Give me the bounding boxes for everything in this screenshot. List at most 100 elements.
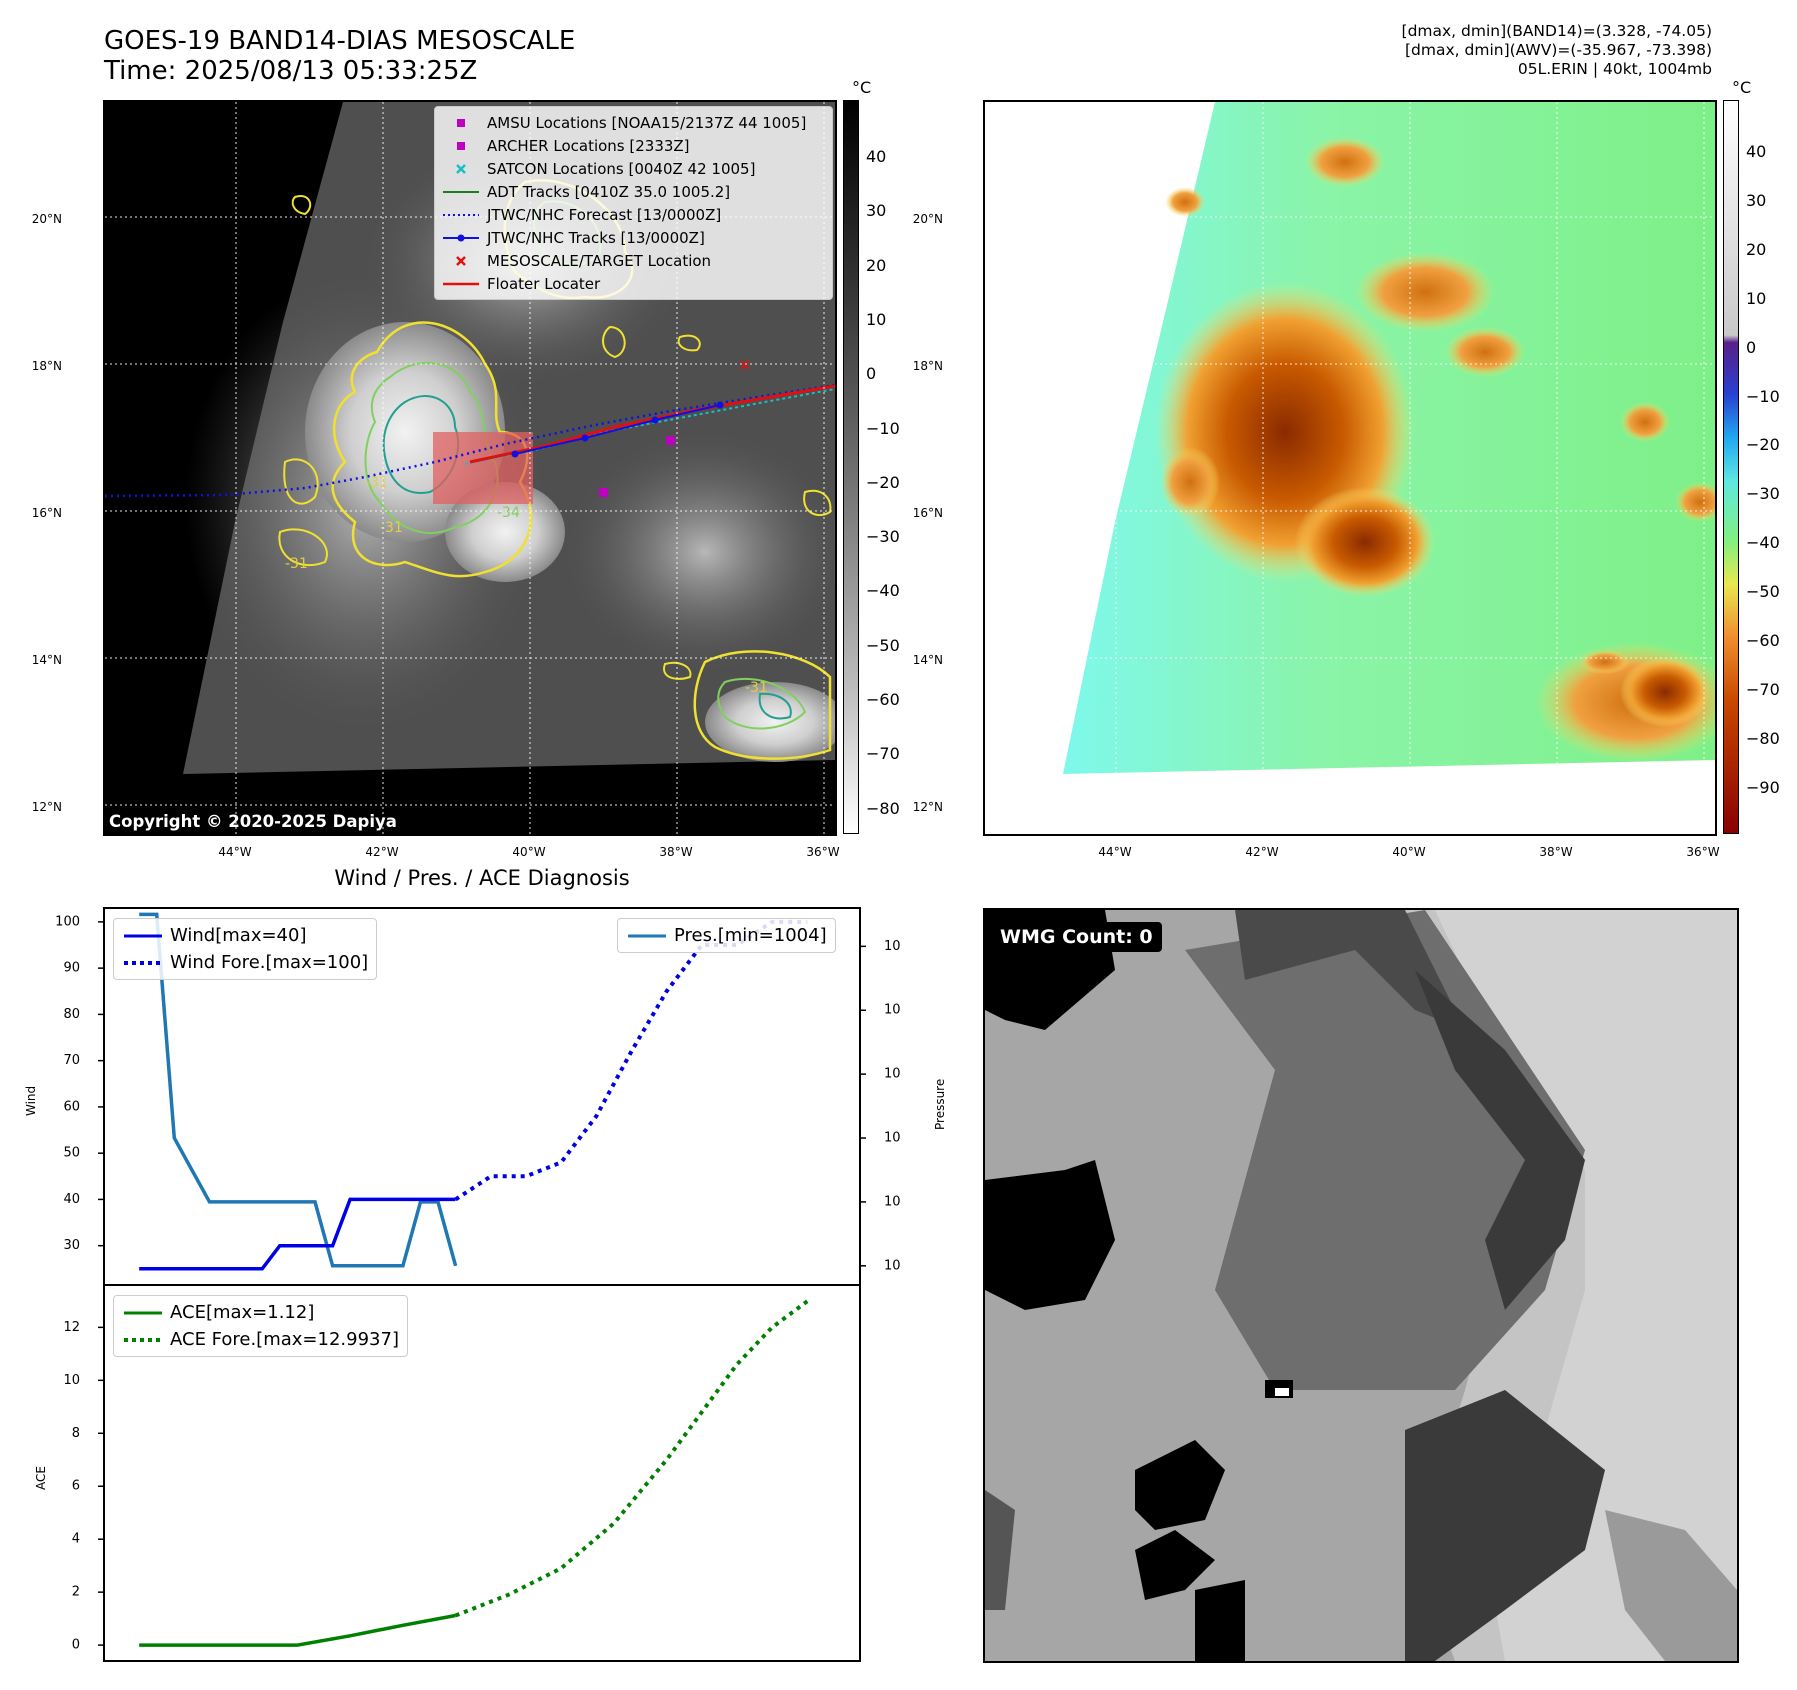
red-x-icon — [456, 255, 466, 266]
ir-colorbar-tick: −70 — [866, 744, 900, 764]
wind-tick-label: 40 — [63, 1192, 80, 1207]
map-lon-label-left: 40°W — [512, 845, 546, 859]
legend-item-wind-forecast: Wind Fore.[max=100] — [120, 949, 368, 976]
info-line-1: [dmax, dmin](BAND14)=(3.328, -74.05) — [1401, 22, 1712, 40]
map-lon-label-right: 36°W — [1686, 845, 1720, 859]
map-lat-label-left: 20°N — [31, 212, 62, 226]
legend-item-jtwc-tracks: JTWC/NHC Tracks [13/0000Z] — [439, 226, 832, 249]
ir-colorbar-tick: 0 — [866, 364, 877, 384]
wind-tick-label: 100 — [55, 914, 80, 929]
awv-colorbar-tick: −70 — [1746, 679, 1780, 699]
blue-dotted-line-icon — [443, 213, 479, 216]
magenta-square-icon — [457, 141, 465, 150]
ace-tick-label: 6 — [72, 1479, 80, 1494]
legend-item-ace: ACE[max=1.12] — [120, 1299, 399, 1326]
figure-title: GOES-19 BAND14-DIAS MESOSCALE Time: 2025… — [104, 26, 575, 86]
awv-colorbar-tick: −60 — [1746, 631, 1780, 650]
blue-line-dot-icon — [443, 234, 479, 241]
legend-item-jtwc-forecast: JTWC/NHC Forecast [13/0000Z] — [439, 203, 832, 226]
legend-item-wind: Wind[max=40] — [120, 922, 368, 949]
title-line-2: Time: 2025/08/13 05:33:25Z — [104, 56, 478, 86]
wind-forecast-line — [454, 919, 808, 1202]
awv-colorbar-tick: 0 — [1746, 337, 1757, 357]
wind-tick-label: 90 — [63, 961, 80, 976]
contour-label: -31 — [365, 475, 388, 491]
intensity-info: [dmax, dmin](BAND14)=(3.328, -74.05) [dm… — [1112, 22, 1712, 79]
copyright-label: Copyright © 2020-2025 Dapiya — [109, 812, 397, 831]
pressure-tick-label: 1008 — [884, 1131, 900, 1146]
contour-label: -31 — [380, 520, 403, 536]
ace-axis-label: ACE — [34, 1466, 48, 1490]
pressure-legend: Pres.[min=1004] — [617, 918, 836, 953]
ir-colorbar-tick: 30 — [866, 201, 887, 221]
ir-colorbar-tick: 20 — [866, 255, 887, 275]
wind-axis-label: Wind — [24, 1085, 38, 1116]
ace-series-line — [139, 1613, 456, 1647]
legend-item-floater: Floater Locater — [439, 272, 832, 295]
pressure-tick-label: 1014 — [884, 939, 900, 954]
awv-map-image — [985, 102, 1715, 834]
ir-colorbar — [843, 100, 859, 834]
map-lat-label-right: 20°N — [912, 212, 943, 226]
ir-colorbar-tick: −50 — [866, 635, 900, 655]
green-dotted-line-icon — [124, 1337, 162, 1342]
map-lat-label-right: 18°N — [912, 359, 943, 373]
legend-item-archer: ARCHER Locations [2333Z] — [439, 134, 832, 157]
wmg-count-label: WMG Count: 0 — [991, 922, 1162, 952]
green-line-icon — [443, 190, 479, 193]
pressure-axis-label: Pressure — [933, 1078, 947, 1130]
ir-colorbar-unit: °C — [852, 78, 872, 97]
blue-dotted-line-icon — [124, 960, 162, 965]
awv-colorbar-tick: 20 — [1746, 239, 1767, 259]
info-line-2: [dmax, dmin](AWV)=(-35.967, -73.398) — [1405, 41, 1712, 59]
map-lon-label-left: 38°W — [659, 845, 693, 859]
ace-legend: ACE[max=1.12] ACE Fore.[max=12.9937] — [113, 1295, 408, 1357]
ir-colorbar-tick: 10 — [866, 309, 887, 329]
ace-tick-label: 4 — [72, 1532, 80, 1547]
awv-colorbar-tick: 10 — [1746, 288, 1767, 308]
ir-colorbar-tick: −20 — [866, 472, 900, 492]
cyan-x-icon — [456, 163, 466, 174]
legend-item-ace-forecast: ACE Fore.[max=12.9937] — [120, 1326, 399, 1353]
wind-legend: Wind[max=40] Wind Fore.[max=100] — [113, 918, 378, 980]
wind-tick-label: 80 — [63, 1007, 80, 1022]
map-lon-label-right: 38°W — [1539, 845, 1573, 859]
wind-tick-label: 60 — [63, 1099, 80, 1114]
awv-colorbar-tick: 30 — [1746, 190, 1767, 210]
contour-label: -31 — [745, 680, 768, 696]
pressure-series-line — [139, 912, 458, 1268]
map-lat-label-left: 18°N — [31, 359, 62, 373]
ace-tick-label: 10 — [63, 1373, 80, 1388]
contour-label: -34 — [497, 505, 520, 521]
contour-label: -31 — [285, 556, 308, 572]
ace-tick-label: 12 — [63, 1320, 80, 1335]
ace-forecast-line — [454, 1299, 809, 1618]
ir-colorbar-tick: −80 — [866, 798, 900, 818]
wind-tick-label: 50 — [63, 1146, 80, 1161]
awv-colorbar-tick: −80 — [1746, 728, 1780, 748]
ir-colorbar-tick: −60 — [866, 690, 900, 709]
green-line-icon — [124, 1311, 162, 1314]
legend-item-pressure: Pres.[min=1004] — [624, 922, 827, 949]
wind-series-line — [139, 1197, 456, 1271]
map-lon-label-left: 36°W — [806, 845, 840, 859]
awv-colorbar-tick: 40 — [1746, 142, 1767, 161]
awv-colorbar-tick: −10 — [1746, 386, 1780, 406]
awv-colorbar-tick: −50 — [1746, 582, 1780, 602]
map-lon-label-right: 40°W — [1392, 845, 1426, 859]
blue-line-icon — [124, 934, 162, 937]
wmg-panel: WMG Count: 0 — [983, 908, 1739, 1663]
ace-tick-label: 0 — [72, 1638, 80, 1653]
diagnosis-chart: 1009080706050403010141012101010081006100… — [55, 907, 900, 1662]
legend-item-target: MESOSCALE/TARGET Location — [439, 249, 832, 272]
ace-tick-label: 2 — [72, 1585, 80, 1600]
legend-item-satcon: SATCON Locations [0040Z 42 1005] — [439, 157, 832, 180]
info-line-3: 05L.ERIN | 40kt, 1004mb — [1517, 60, 1712, 78]
ir-map-legend: AMSU Locations [NOAA15/2137Z 44 1005] AR… — [434, 106, 833, 300]
awv-colorbar-tick: −20 — [1746, 435, 1780, 455]
title-line-1: GOES-19 BAND14-DIAS MESOSCALE — [104, 26, 576, 56]
pressure-tick-label: 1006 — [884, 1194, 900, 1209]
steelblue-line-icon — [628, 934, 666, 937]
wind-tick-label: 30 — [63, 1238, 80, 1253]
